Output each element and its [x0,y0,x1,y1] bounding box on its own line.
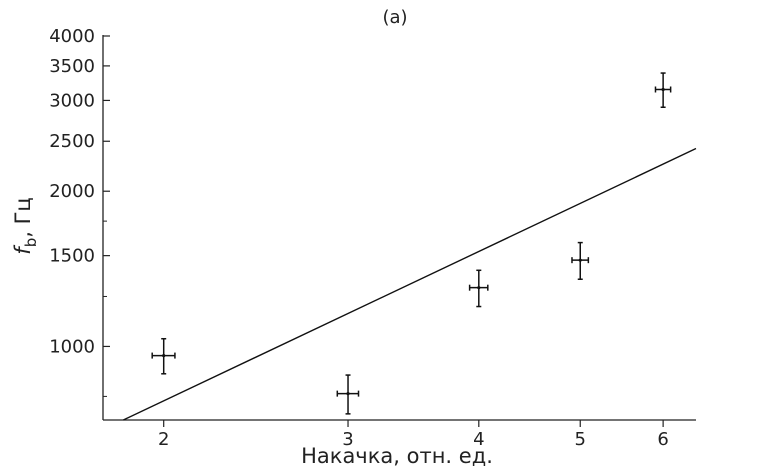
data-point [468,269,489,308]
x-tick-label: 2 [158,429,169,450]
y-tick-label: 2500 [49,131,95,152]
x-tick-label: 4 [473,429,484,450]
y-tick-label: 1500 [49,246,95,267]
x-axis-title: Накачка, отн. ед. [301,444,493,468]
point-marker [477,286,481,290]
axes [102,35,696,421]
y-axis-ticks: 1000 1500 2000 2500 3000 3500 4000 [49,26,110,397]
point-marker [661,87,665,92]
y-tick-label: 2000 [49,181,95,202]
point-marker [162,353,166,358]
y-axis-unit: , Гц [11,197,35,237]
y-axis-subscript: b [22,238,40,248]
fit-line-group [123,147,697,421]
x-tick-label: 6 [657,429,668,450]
y-axis-title: fb, Гц [11,197,40,254]
y-tick-label: 3000 [49,90,95,111]
y-tick-label: 3500 [49,56,95,77]
data-point [336,374,360,415]
y-tick-label: 4000 [49,26,95,47]
x-axis-ticks: 2 3 4 5 6 [158,420,669,450]
data-point [654,72,672,108]
point-marker [346,392,350,396]
x-tick-label: 5 [575,429,586,450]
fit-line [123,147,697,421]
y-axis-symbol: f [11,244,35,255]
point-marker [578,258,582,262]
data-point [151,337,176,375]
panel-label: (a) [382,7,407,28]
x-tick-label: 3 [342,429,353,450]
y-tick-label: 1000 [49,336,95,357]
data-points [151,72,672,415]
data-point [571,241,590,280]
